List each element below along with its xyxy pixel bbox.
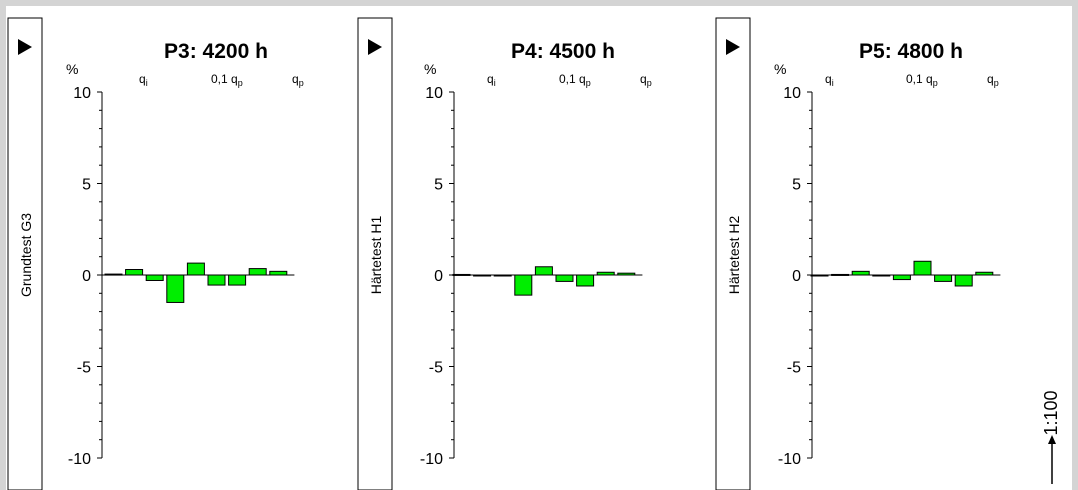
panel-label-box [7, 17, 43, 490]
bar [555, 274, 574, 282]
chart-panel-p3: Grundtest G3 P3: 4200 h % [7, 17, 268, 490]
bar [934, 274, 953, 282]
y-tick-label: 5 [82, 177, 91, 194]
column-header: qi [825, 72, 834, 88]
bar [851, 270, 870, 276]
bar [104, 273, 123, 276]
y-tick-label: -5 [429, 360, 443, 377]
bar [125, 269, 144, 276]
chart-title: P5: 4800 h [859, 40, 963, 63]
scale-label: 1:100 [1041, 390, 1061, 435]
column-header: qp [640, 72, 652, 88]
chart-stage: Grundtest G3 P3: 4200 h % Härtetest H1 P… [6, 6, 1072, 490]
y-tick-label: -10 [68, 451, 91, 468]
y-tick-label: 10 [73, 85, 91, 102]
column-header: 0,1 qp [211, 72, 243, 88]
bar [872, 274, 891, 277]
bar [534, 266, 553, 276]
play-icon[interactable] [726, 39, 740, 55]
plot-area: 10 5 0 -5 -10 qi 0,1 qp qp [420, 72, 652, 468]
plot-area: 10 5 0 -5 -10 qi 0,1 qp qp [68, 72, 304, 468]
bar [166, 274, 185, 303]
bar [892, 274, 911, 281]
column-header: 0,1 qp [559, 72, 591, 88]
y-tick-label: 5 [434, 177, 443, 194]
play-icon[interactable] [18, 39, 32, 55]
column-header: 0,1 qp [906, 72, 938, 88]
y-tick-label: 0 [434, 268, 443, 285]
panel-side-label: Härtetest H1 [368, 215, 384, 294]
charts-svg: Grundtest G3 P3: 4200 h % Härtetest H1 P… [7, 17, 1061, 490]
y-tick-label: 0 [82, 268, 91, 285]
bar [576, 274, 595, 287]
chart-title: P4: 4500 h [511, 40, 615, 63]
y-tick-label: -5 [787, 360, 801, 377]
chart-panel-p5: Härtetest H2 P5: 4800 h % [715, 17, 963, 490]
bar [248, 268, 267, 276]
column-header: qi [139, 72, 148, 88]
panel-side-label: Grundtest G3 [18, 213, 34, 297]
y-tick-label: 5 [792, 177, 801, 194]
bar [145, 274, 164, 281]
bar [831, 273, 850, 276]
panel-label-box [715, 17, 751, 490]
bar [810, 274, 829, 277]
y-unit-label: % [66, 61, 78, 77]
bar [975, 271, 994, 276]
bar [269, 270, 288, 276]
bar [207, 274, 226, 286]
bar [617, 272, 636, 276]
y-unit-label: % [774, 61, 786, 77]
bar [596, 271, 615, 276]
bar [452, 273, 471, 276]
plot-area: 10 5 0 -5 -10 qi 0,1 qp qp [778, 72, 1001, 468]
bar [228, 274, 247, 286]
y-unit-label: % [424, 61, 436, 77]
bar [514, 274, 533, 296]
scale-indicator: 1:100 [1041, 390, 1061, 484]
column-header: qp [987, 72, 999, 88]
bar [473, 274, 492, 277]
bar [954, 274, 973, 287]
arrow-up-icon [1048, 435, 1056, 444]
chart-title: P3: 4200 h [164, 40, 268, 63]
play-icon[interactable] [368, 39, 382, 55]
panel-side-label: Härtetest H2 [726, 215, 742, 294]
column-header: qi [487, 72, 496, 88]
y-tick-label: -5 [77, 360, 91, 377]
bar [186, 262, 205, 276]
bar [913, 260, 932, 276]
column-header: qp [292, 72, 304, 88]
y-tick-label: -10 [420, 451, 443, 468]
bar [493, 274, 512, 277]
y-tick-label: 10 [783, 85, 801, 102]
y-tick-label: -10 [778, 451, 801, 468]
panel-label-box [357, 17, 393, 490]
chart-panel-p4: Härtetest H1 P4: 4500 h % [357, 17, 615, 490]
y-tick-label: 10 [425, 85, 443, 102]
y-tick-label: 0 [792, 268, 801, 285]
